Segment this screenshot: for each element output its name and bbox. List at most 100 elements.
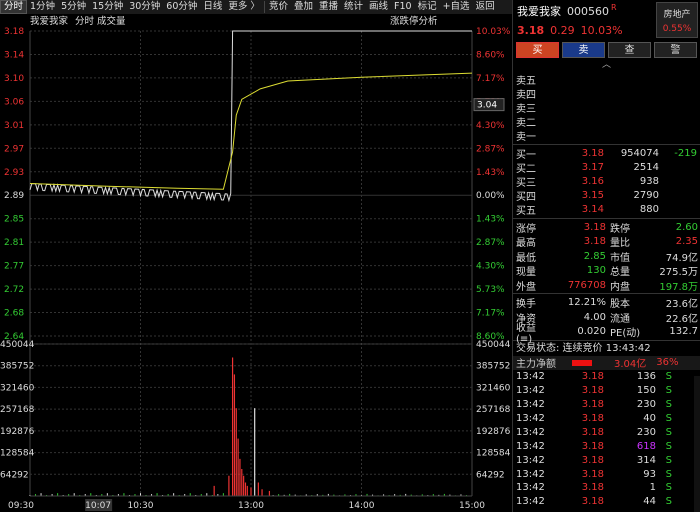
chart-svg[interactable]: 我爱我家 分时 成交量 涨跌停分析 3.18 10.03% 3.14 8.60% 3.10 7.… — [0, 14, 512, 512]
pct-tick-label: 8.60% — [476, 50, 505, 60]
toolbar-item-12[interactable]: 画线 — [369, 1, 389, 12]
tick-side: S — [665, 385, 672, 397]
tick-list[interactable]: 13:42 3.18 136 S 13:42 3.18 150 S 13:42 3.18 230 S 1… — [513, 370, 700, 509]
ask-label: 卖五 — [516, 75, 536, 87]
tick-side: S — [665, 468, 672, 480]
tick-price: 3.18 — [581, 468, 604, 480]
tick-row[interactable]: 13:42 3.18 230 S — [513, 425, 700, 439]
query-button[interactable]: 查 — [608, 42, 651, 58]
tick-row[interactable]: 13:42 3.18 618 S — [513, 439, 700, 453]
bid-row[interactable]: 买三 3.16 938 — [513, 174, 700, 189]
collapse-chevron-icon[interactable]: ︿ — [601, 60, 611, 70]
sector-badge[interactable]: 房地产 0.55% — [656, 2, 698, 38]
toolbar-item-7[interactable]: 更多 〉 — [228, 1, 260, 12]
toolbar-item-8[interactable]: 竞价 — [268, 1, 288, 12]
buy-button[interactable]: 买 — [516, 42, 559, 58]
toolbar-item-5[interactable]: 60分钟 — [166, 1, 198, 12]
stat-key: 外盘 — [516, 281, 536, 293]
tick-volume: 1 — [649, 482, 656, 494]
stats-block: 涨停 3.18 跌停 2.60 最高 3.18 量比 2.35 最低 2.85 市值 74.9亿 现量 1… — [513, 220, 700, 293]
intraday-chart[interactable]: 我爱我家 分时 成交量 涨跌停分析 3.18 10.03% 3.14 8.60% 3.10 7.… — [0, 14, 512, 512]
bid-row[interactable]: 买五 3.14 880 — [513, 203, 700, 217]
volume-tick-left: 450044 — [0, 340, 35, 350]
tick-row[interactable]: 13:42 3.18 230 S — [513, 398, 700, 412]
toolbar-item-1[interactable]: 1分钟 — [30, 1, 56, 12]
price-tick-label: 2.93 — [4, 168, 24, 178]
stat-value-2: 275.5万 — [659, 267, 698, 279]
toolbar-item-11[interactable]: 统计 — [343, 1, 363, 12]
sector-name: 房地产 — [663, 10, 691, 20]
time-tick-label: 09:30 — [8, 501, 34, 511]
stock-code: 000560 — [567, 4, 609, 18]
bid-book: 买一 3.18 954074 -219 买二 3.17 2514 买三 3.16 938 买四 3.1… — [513, 146, 700, 218]
main-force-pct: 36% — [656, 357, 679, 369]
toolbar-item-3[interactable]: 15分钟 — [92, 1, 124, 12]
bid-label: 买三 — [516, 177, 536, 189]
ask-row[interactable]: 卖四 — [513, 86, 700, 101]
toolbar-item-6[interactable]: 日线 — [203, 1, 223, 12]
avg-price-line — [29, 72, 473, 190]
stat-key: 最低 — [516, 252, 536, 264]
toolbar-item-15[interactable]: +自选 — [442, 1, 470, 12]
stat-key: 涨停 — [516, 223, 536, 235]
tick-time: 13:42 — [516, 399, 545, 411]
stat-key: 最高 — [516, 238, 536, 250]
stat2-key-2: 流通 — [610, 313, 630, 325]
r-flag: R — [611, 2, 617, 12]
pct-tick-label: 1.43% — [476, 215, 505, 225]
tick-time: 13:42 — [516, 412, 545, 424]
stat-row: 现量 130 总量 275.5万 — [513, 263, 700, 278]
tick-time: 13:42 — [516, 482, 545, 494]
toolbar-item-4[interactable]: 30分钟 — [129, 1, 161, 12]
pct-tick-label: 5.73% — [476, 285, 505, 295]
tick-price: 3.18 — [581, 399, 604, 411]
toolbar-item-14[interactable]: 标记 — [417, 1, 437, 12]
toolbar-item-2[interactable]: 5分钟 — [61, 1, 87, 12]
tick-volume: 136 — [636, 371, 656, 383]
chart-bg — [0, 14, 512, 512]
tick-price: 3.18 — [581, 426, 604, 438]
toolbar-item-0[interactable]: 分时 — [0, 0, 28, 14]
main-force-row: 主力净额 3.04亿 36% — [513, 355, 700, 370]
ask-row[interactable]: 卖三 — [513, 100, 700, 115]
sell-button[interactable]: 卖 — [562, 42, 605, 58]
stat-value-2: 2.60 — [675, 221, 698, 233]
pct-tick-label: 4.30% — [476, 262, 505, 272]
bid-row[interactable]: 买二 3.17 2514 — [513, 160, 700, 175]
time-tick-label: 15:00 — [459, 501, 485, 511]
tick-scrollbar[interactable] — [694, 376, 700, 512]
price-tick-label: 2.64 — [4, 332, 24, 342]
tick-side: S — [665, 482, 672, 494]
toolbar-item-9[interactable]: 叠加 — [293, 1, 313, 12]
bid-row[interactable]: 买四 3.15 2790 — [513, 189, 700, 203]
tick-row[interactable]: 13:42 3.18 314 S — [513, 453, 700, 467]
tick-row[interactable]: 13:42 3.18 44 S — [513, 495, 700, 509]
tick-time: 13:42 — [516, 454, 545, 466]
tick-row[interactable]: 13:42 3.18 136 S — [513, 370, 700, 384]
toolbar-item-10[interactable]: 重播 — [318, 1, 338, 12]
quote-panel: 我爱我家 000560 R 房地产 0.55% 3.18 0.29 10.03%… — [512, 0, 700, 512]
pct-tick-label: 7.17% — [476, 74, 505, 84]
stat-value: 776708 — [567, 279, 606, 291]
limit-analysis-label: 涨跌停分析 — [390, 15, 438, 27]
price-pct: 10.03% — [580, 23, 623, 37]
bid-volume: 2514 — [633, 161, 659, 173]
tick-row[interactable]: 13:42 3.18 93 S — [513, 467, 700, 481]
trade-buttons: 买 卖 查 警 — [513, 38, 700, 60]
tick-time: 13:42 — [516, 496, 545, 508]
ask-row[interactable]: 卖五 — [513, 72, 700, 87]
toolbar-item-13[interactable]: F10 — [394, 1, 412, 12]
time-tick-label: 10:30 — [128, 501, 154, 511]
tick-volume: 230 — [636, 399, 656, 411]
current-price: 3.18 — [517, 23, 545, 37]
tick-row[interactable]: 13:42 3.18 40 S — [513, 412, 700, 426]
toolbar-item-16[interactable]: 返回 — [475, 1, 495, 12]
ask-row[interactable]: 卖一 — [513, 129, 700, 143]
tick-row[interactable]: 13:42 3.18 150 S — [513, 384, 700, 398]
bid-row[interactable]: 买一 3.18 954074 -219 — [513, 146, 700, 161]
ask-row[interactable]: 卖二 — [513, 115, 700, 129]
alert-button[interactable]: 警 — [654, 42, 697, 58]
tick-row[interactable]: 13:42 3.18 1 S — [513, 481, 700, 495]
bid-volume: 954074 — [620, 147, 659, 159]
tick-side: S — [665, 454, 672, 466]
